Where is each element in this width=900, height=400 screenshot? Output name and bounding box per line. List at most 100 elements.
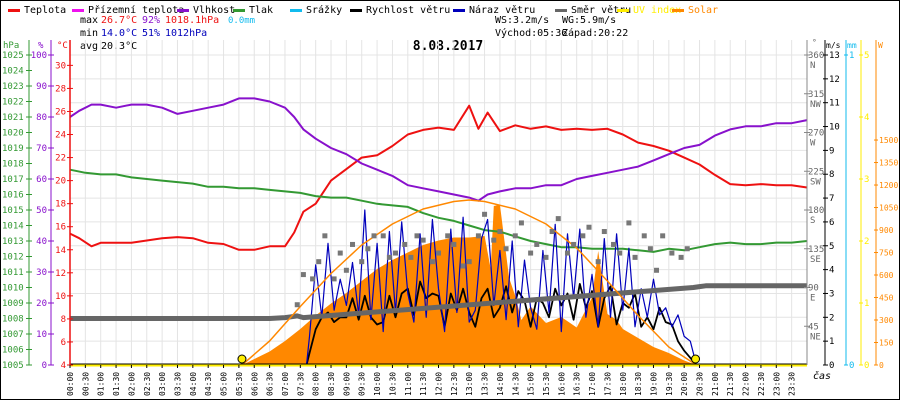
direction-point (331, 276, 337, 282)
direction-point (337, 250, 343, 256)
solar-area (241, 204, 697, 365)
x-tick-label: 21:30 (726, 372, 735, 396)
humidity-tick-label: 0 (42, 361, 47, 371)
humidity-tick-label: 30 (36, 268, 47, 278)
direction-tick-value: 270 (808, 129, 824, 139)
temperature-tick-label: 26 (55, 107, 66, 117)
legend-swatch-4 (290, 9, 302, 12)
direction-point (543, 254, 549, 260)
direction-tick-cardinal: E (810, 294, 815, 304)
direction-point (310, 276, 316, 282)
x-tick-label: 03:00 (158, 372, 167, 396)
x-tick-label: 00:00 (66, 372, 75, 396)
legend: Teplota Přízemní teplota Vlhkost Tlak Srážky… (8, 4, 718, 16)
wind-tick-label: 0 (829, 361, 834, 371)
x-tick-label: 10:00 (373, 372, 382, 396)
sunset-marker-icon (691, 354, 701, 364)
x-tick-label: 05:30 (235, 372, 244, 396)
pressure-tick-label: 1025 (2, 51, 24, 61)
direction-tick-value: 180 (808, 206, 824, 216)
x-tick-label: 20:00 (680, 372, 689, 396)
legend-label: UV index (633, 5, 681, 16)
solar-tick-label: 750 (879, 249, 894, 258)
x-tick-label: 16:00 (557, 372, 566, 396)
legend-label: Solar (688, 5, 718, 16)
pressure-tick-label: 1020 (2, 129, 24, 139)
x-tick-label: 01:30 (112, 372, 121, 396)
series-náraz-větru (70, 209, 807, 366)
direction-point (343, 267, 349, 273)
direction-tick-cardinal: W (810, 139, 816, 149)
wind-tick-label: 12 (829, 75, 840, 85)
series-teplota (69, 104, 808, 251)
pressure-tick-label: 1005 (2, 361, 24, 371)
direction-point (647, 246, 653, 252)
solar-tick-label: 600 (879, 271, 894, 280)
direction-tick-cardinal: NW (810, 100, 821, 110)
x-tick-label: 16:30 (573, 372, 582, 396)
x-tick-label: 01:00 (97, 372, 106, 396)
x-tick-label: 04:30 (204, 372, 213, 396)
temperature-tick-label: 14 (55, 246, 66, 256)
wind-tick-label: 8 (829, 170, 834, 180)
x-tick-label: 15:30 (542, 372, 551, 396)
x-tick-label: 13:00 (465, 372, 474, 396)
direction-point (466, 259, 472, 265)
direction-point (601, 229, 607, 235)
x-tick-label: 18:30 (634, 372, 643, 396)
rain-tick-label: 0 (849, 361, 854, 371)
direction-point (626, 220, 632, 226)
direction-point (512, 233, 518, 239)
solar-tick-label: 450 (879, 294, 894, 303)
direction-point (534, 241, 540, 247)
solar-tick-label: 300 (879, 316, 894, 325)
wind-gust-stat: WG:5.9m/s (562, 15, 616, 26)
x-tick-label: 08:30 (327, 372, 336, 396)
temperature-tick-label: 22 (55, 154, 66, 164)
direction-tick-value: 360 (808, 51, 824, 61)
max-pressure: 1018.1hPa (165, 15, 219, 26)
wind-tick-label: 11 (829, 99, 840, 109)
x-tick-label: 07:00 (281, 372, 290, 396)
legend-swatch-1 (72, 9, 84, 12)
solar-tick-label: 1200 (879, 181, 898, 190)
max-label: max (80, 15, 98, 26)
direction-point (402, 241, 408, 247)
x-tick-label: 08:00 (312, 372, 321, 396)
avg-label: avg (80, 41, 98, 52)
x-tick-label: 23:00 (772, 372, 781, 396)
min-temp: 14.0°C (101, 28, 137, 39)
solar-unit: W (878, 41, 883, 50)
wind-tick-label: 3 (829, 289, 834, 299)
direction-point (503, 246, 509, 252)
x-tick-label: 22:30 (757, 372, 766, 396)
humidity-tick-label: 20 (36, 299, 47, 309)
uv-tick-label: 4 (864, 113, 869, 123)
pressure-tick-label: 1008 (2, 315, 24, 325)
x-tick-label: 04:00 (189, 372, 198, 396)
direction-point (322, 233, 328, 239)
solar-tick-label: 150 (879, 339, 894, 348)
pressure-tick-label: 1006 (2, 346, 24, 356)
humidity-tick-label: 70 (36, 144, 47, 154)
solar-tick-label: 1350 (879, 159, 898, 168)
solar-tick-label: 1050 (879, 204, 898, 213)
direction-tick-cardinal: S (810, 216, 815, 226)
max-humidity: 92% (142, 15, 160, 26)
direction-point (555, 216, 561, 222)
temperature-tick-label: 4 (61, 361, 66, 371)
direction-point (654, 267, 660, 273)
pressure-tick-label: 1013 (2, 237, 24, 247)
temperature-unit: °C (57, 41, 68, 51)
temperature-tick-label: 30 (55, 61, 66, 71)
wind-tick-label: 5 (829, 242, 834, 252)
x-tick-label: 10:30 (388, 372, 397, 396)
uv-tick-label: 0 (864, 361, 869, 371)
x-tick-label: 17:00 (588, 372, 597, 396)
legend-label: Náraz větru (469, 4, 535, 16)
pressure-tick-label: 1023 (2, 82, 24, 92)
rain-tick-label: 1 (849, 51, 854, 61)
x-tick-label: 05:00 (220, 372, 229, 396)
pressure-tick-label: 1010 (2, 284, 24, 294)
